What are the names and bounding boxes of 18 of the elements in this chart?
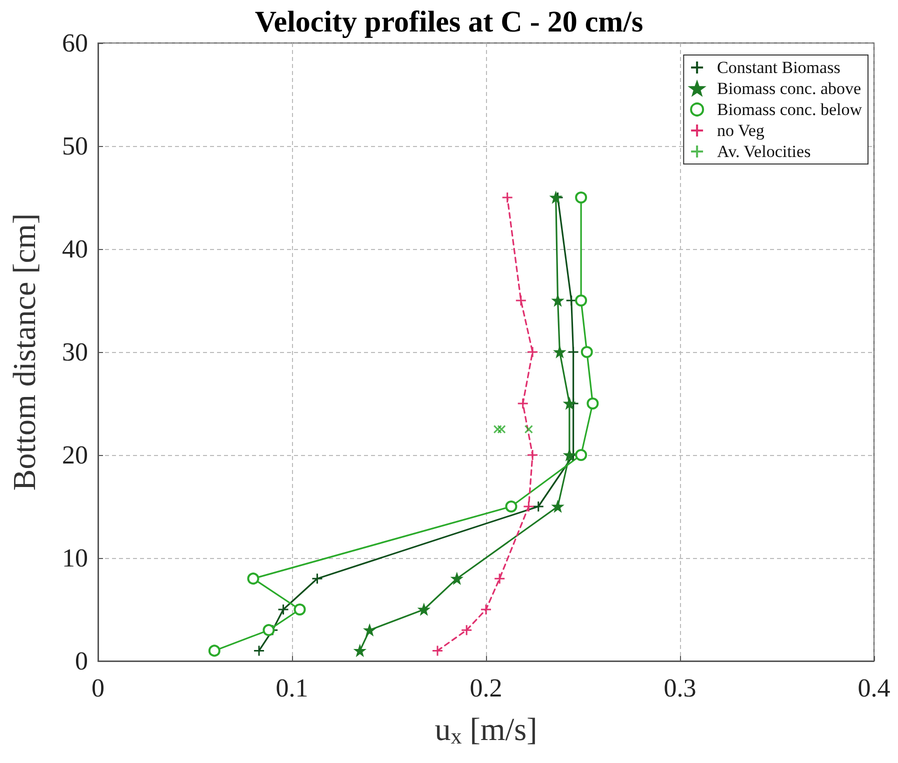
y-tick-label: 10 — [62, 544, 88, 572]
y-tick-label: 0 — [75, 646, 88, 676]
x-tick-label: 0.2 — [470, 674, 502, 702]
x-tick-label: 0.3 — [664, 674, 696, 702]
x-tick-label: 0.1 — [276, 674, 308, 702]
legend-label: Av. Velocities — [717, 142, 811, 161]
y-tick-label: 20 — [62, 440, 88, 470]
y-tick-label: 30 — [62, 338, 88, 366]
y-tick-label: 60 — [62, 28, 88, 58]
legend-label: no Veg — [717, 121, 765, 140]
chart-title: Velocity profiles at C - 20 cm/s — [254, 6, 644, 38]
legend-label: Constant Biomass — [717, 58, 840, 77]
y-tick-label: 50 — [62, 132, 88, 160]
y-tick-label: 40 — [62, 234, 88, 264]
x-tick-label: 0.4 — [858, 674, 890, 702]
y-axis-title: Bottom distance [cm] — [6, 213, 42, 491]
legend-label: Biomass conc. below — [717, 100, 863, 119]
legend-label: Biomass conc. above — [717, 79, 862, 98]
